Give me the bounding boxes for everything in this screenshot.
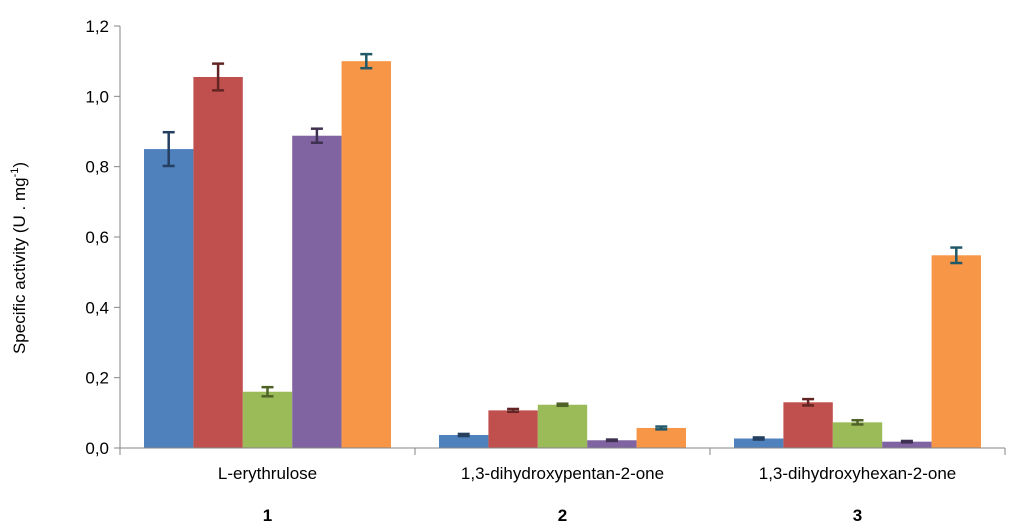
error-bar (162, 130, 175, 168)
y-axis-title: Specific activity (U . mg-1) (9, 162, 29, 354)
y-axis-title-superscript: -1 (9, 168, 21, 178)
x-category-label: 1,3-dihydroxypentan-2-one (461, 464, 664, 483)
x-category-number: 1 (263, 506, 272, 525)
bars-layer (144, 61, 981, 449)
bar (636, 427, 686, 448)
y-tick-label: 0,0 (85, 439, 109, 458)
error-bar (802, 397, 815, 407)
bar (832, 422, 883, 448)
x-axis-labels: L-erythrulose 1 1,3-dihydroxypentan-2-one 2… (218, 464, 956, 525)
x-category-number: 3 (853, 506, 862, 525)
error-bar (900, 439, 913, 444)
x-category-label: 1,3-dihydroxyhexan-2-one (759, 464, 957, 483)
error-bar (507, 407, 520, 414)
x-category-number: 2 (558, 506, 567, 525)
error-bar (360, 52, 373, 70)
y-axis-title-main: Specific activity (U . mg (10, 177, 29, 354)
bar (783, 402, 833, 448)
y-tick-label: 0,6 (85, 228, 109, 247)
error-bar (752, 436, 765, 441)
bar (193, 76, 243, 448)
y-axis-ticks: 0,0 0,2 0,4 0,6 0,8 1,0 1,2 (85, 17, 120, 458)
bar (439, 434, 489, 448)
error-bar (605, 438, 618, 443)
error-bar (851, 418, 864, 426)
error-bar (310, 127, 323, 145)
bar (144, 149, 194, 449)
bar (242, 391, 293, 448)
error-bar (457, 432, 470, 438)
y-tick-label: 0,8 (85, 158, 109, 177)
error-bar (950, 246, 963, 265)
bar (292, 135, 342, 448)
y-tick-label: 1,2 (85, 17, 109, 36)
bar (931, 255, 981, 448)
y-tick-label: 0,2 (85, 369, 109, 388)
bar (734, 438, 784, 448)
error-bar (261, 385, 274, 398)
bar (587, 440, 637, 448)
bar (341, 61, 391, 449)
y-tick-label: 1,0 (85, 87, 109, 106)
x-category-label: L-erythrulose (218, 464, 317, 483)
error-bar (212, 62, 225, 92)
y-tick-label: 0,4 (85, 298, 109, 317)
error-bar (655, 425, 668, 431)
y-axis-title-close: ) (10, 162, 29, 168)
error-bar (556, 402, 569, 408)
bar (488, 410, 538, 448)
bar (537, 404, 588, 448)
bar (882, 441, 932, 448)
axes-layer (114, 26, 1006, 455)
error-bars-layer (162, 52, 963, 444)
